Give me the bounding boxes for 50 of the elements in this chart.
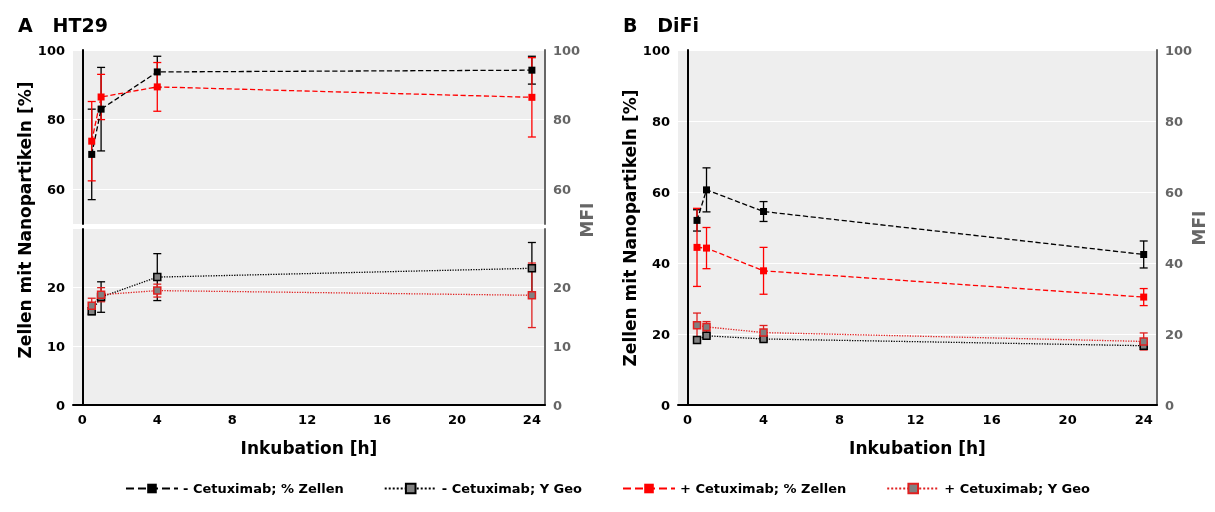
- y2-tick-label: 80: [553, 112, 572, 128]
- legend-label: - Cetuximab; Y Geo: [441, 481, 583, 496]
- x-axis-title: Inkubation [h]: [240, 437, 378, 458]
- y-tick-label: 80: [651, 113, 670, 129]
- y2-tick-label: 0: [553, 397, 563, 413]
- y-tick-label: 0: [660, 397, 670, 413]
- y2-axis-title: MFI: [1189, 210, 1209, 246]
- x-tick-label: 12: [298, 412, 317, 427]
- chart-title: B DiFi: [623, 13, 700, 36]
- x-tick-label: 8: [227, 412, 237, 427]
- x-tick-label: 8: [835, 412, 845, 427]
- y-axis-title: Zellen mit Nanopartikeln [%]: [15, 81, 35, 359]
- chart-title: A HT29: [18, 13, 108, 36]
- legend-label: + Cetuximab; Y Geo: [944, 481, 1091, 496]
- y2-tick-label: 60: [1165, 184, 1184, 200]
- x-tick-label: 0: [682, 412, 693, 427]
- legend-label: - Cetuximab; % Zellen: [182, 481, 344, 496]
- y-tick-label: 40: [651, 255, 670, 271]
- y2-tick-label: 40: [1165, 255, 1184, 271]
- y-tick-label: 100: [37, 42, 65, 58]
- y2-tick-label: 10: [553, 338, 572, 354]
- y2-tick-label: 100: [1165, 42, 1193, 58]
- x-tick-label: 16: [373, 412, 392, 427]
- y-tick-label: 0: [55, 397, 65, 413]
- y-tick-label: 10: [46, 338, 65, 354]
- y2-tick-label: 100: [553, 42, 581, 58]
- y2-tick-label: 80: [1165, 113, 1184, 129]
- x-tick-label: 24: [1134, 412, 1153, 427]
- y2-axis-title: MFI: [577, 202, 597, 238]
- x-tick-label: 24: [522, 412, 541, 427]
- x-tick-label: 0: [77, 412, 87, 427]
- y2-tick-label: 20: [1165, 326, 1184, 342]
- x-tick-label: 20: [447, 412, 467, 427]
- y-tick-label: 60: [46, 181, 65, 197]
- x-tick-label: 20: [1058, 412, 1077, 427]
- y-tick-label: 100: [642, 42, 670, 58]
- y2-tick-label: 20: [553, 280, 572, 296]
- y-tick-label: 20: [651, 326, 670, 342]
- x-tick-label: 16: [982, 412, 1001, 427]
- legend-label: + Cetuximab; % Zellen: [680, 481, 847, 496]
- x-tick-label: 12: [906, 412, 925, 427]
- y-tick-label: 80: [46, 112, 65, 128]
- y-tick-label: 20: [46, 280, 65, 296]
- y-axis-title: Zellen mit Nanopartikeln [%]: [620, 89, 640, 367]
- x-tick-label: 4: [759, 412, 769, 427]
- x-axis-title: Inkubation [h]: [849, 437, 986, 458]
- y2-tick-label: 60: [553, 181, 572, 197]
- x-tick-label: 4: [152, 412, 162, 427]
- y2-tick-label: 0: [1165, 397, 1175, 413]
- y-tick-label: 60: [651, 184, 670, 200]
